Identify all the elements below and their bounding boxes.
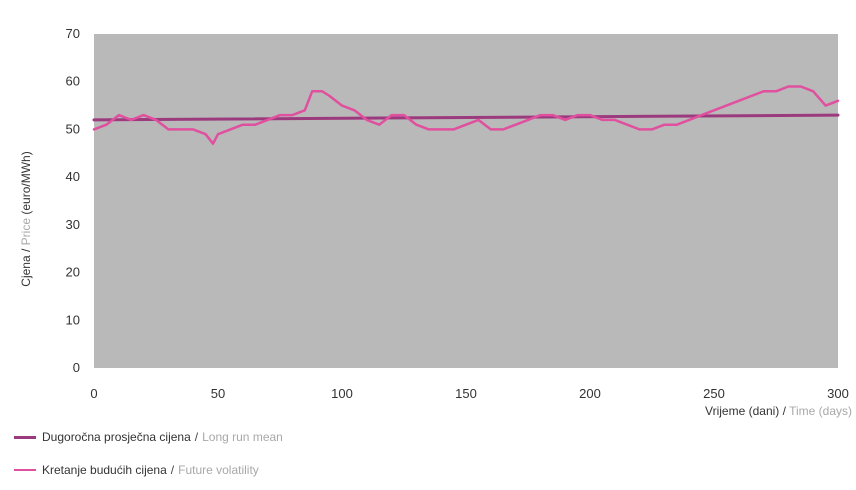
legend-label-en: Long run mean (202, 430, 283, 444)
x-axis-label-hr: Vrijeme (dani) (705, 404, 780, 418)
legend-label-hr: Kretanje budućih cijena (42, 463, 167, 477)
x-axis-label: Vrijeme (dani) / Time (days) (705, 404, 852, 418)
x-tick-label: 150 (455, 386, 477, 401)
plot-area (94, 34, 838, 368)
legend-label-hr: Dugoročna prosječna cijena (42, 430, 191, 444)
legend-label-en: Future volatility (178, 463, 259, 477)
y-tick-label: 0 (73, 360, 80, 375)
y-axis-label-en: Price (19, 217, 33, 246)
series-line-long-run-mean (92, 113, 840, 122)
y-axis-label-sep: / (19, 245, 33, 256)
legend-item-long-run-mean: Dugoročna prosječna cijena / Long run me… (14, 430, 283, 444)
series-layer (92, 85, 840, 145)
series-line-future-volatility (92, 85, 840, 145)
y-tick-label: 30 (66, 217, 80, 232)
y-tick-label: 70 (66, 26, 80, 41)
x-axis-ticks: 0 50 100 150 200 250 300 (90, 386, 848, 401)
legend-item-future-volatility: Kretanje budućih cijena / Future volatil… (14, 463, 259, 477)
legend-separator: / (194, 430, 199, 444)
legend-swatch-long-run-mean (14, 435, 36, 439)
y-tick-label: 20 (66, 265, 80, 280)
x-tick-label: 50 (211, 386, 225, 401)
y-axis-label-hr: Cjena (19, 255, 33, 287)
y-tick-label: 60 (66, 74, 80, 89)
y-tick-label: 40 (66, 169, 80, 184)
legend-separator: / (170, 463, 175, 477)
y-tick-label: 50 (66, 121, 80, 136)
y-axis-ticks: 0 10 20 30 40 50 60 70 (66, 26, 80, 375)
y-tick-label: 10 (66, 312, 80, 327)
legend-swatch-future-volatility (14, 469, 36, 471)
x-tick-label: 200 (579, 386, 601, 401)
y-axis-label-unit: (euro/MWh) (19, 151, 33, 218)
x-tick-label: 100 (331, 386, 353, 401)
y-axis-label: Cjena / Price (euro/MWh) (19, 151, 33, 286)
x-tick-label: 300 (827, 386, 849, 401)
x-tick-label: 250 (703, 386, 725, 401)
x-axis-label-sep: / (779, 404, 790, 418)
x-tick-label: 0 (90, 386, 97, 401)
x-axis-label-en: Time (days) (789, 404, 852, 418)
